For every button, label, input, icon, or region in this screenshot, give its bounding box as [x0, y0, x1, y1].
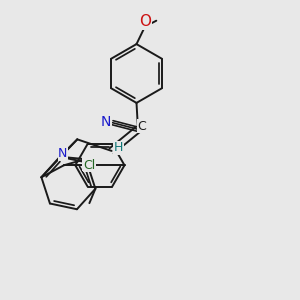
Text: N: N — [82, 157, 92, 170]
Text: N: N — [101, 115, 111, 129]
Text: Cl: Cl — [84, 159, 96, 172]
Text: H: H — [113, 141, 123, 154]
Text: O: O — [139, 14, 151, 29]
Text: C: C — [137, 120, 146, 133]
Text: N: N — [58, 147, 68, 160]
